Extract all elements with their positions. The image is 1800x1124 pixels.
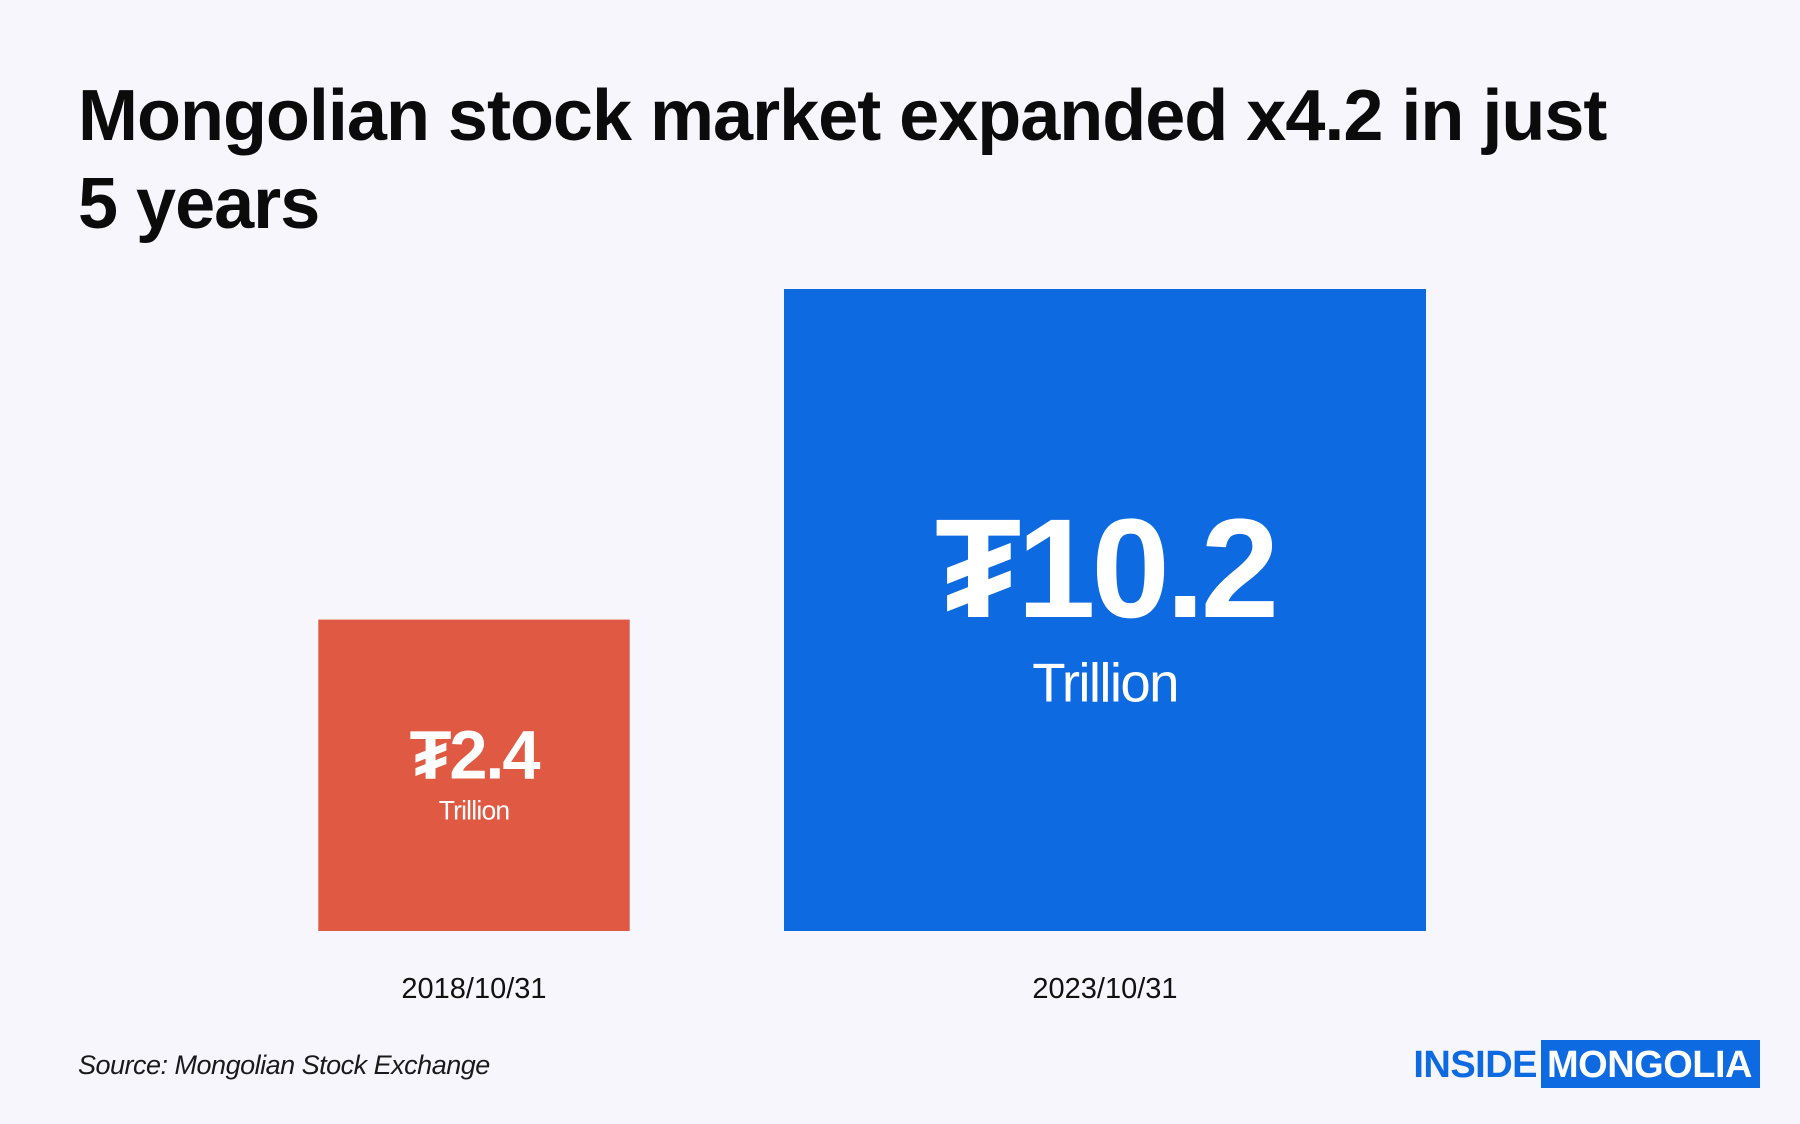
logo-part-inside: INSIDE [1413,1044,1538,1086]
category-label: 2018/10/31 [401,973,546,1005]
bar-2023/10/31 [784,289,1426,931]
logo-part-mongolia: MONGOLIA [1541,1040,1760,1088]
bar-2018/10/31 [318,619,630,931]
value-label: ₮2.4 [410,717,541,794]
chart-title: Mongolian stock market expanded x4.2 in … [78,76,1607,244]
value-label: ₮10.2 [935,489,1275,647]
unit-label: Trillion [439,796,510,826]
source-note: Source: Mongolian Stock Exchange [78,1050,490,1080]
unit-label: Trillion [1032,653,1178,714]
category-label: 2023/10/31 [1032,973,1177,1005]
inside-mongolia-logo: INSIDE MONGOLIA [1413,1040,1760,1088]
